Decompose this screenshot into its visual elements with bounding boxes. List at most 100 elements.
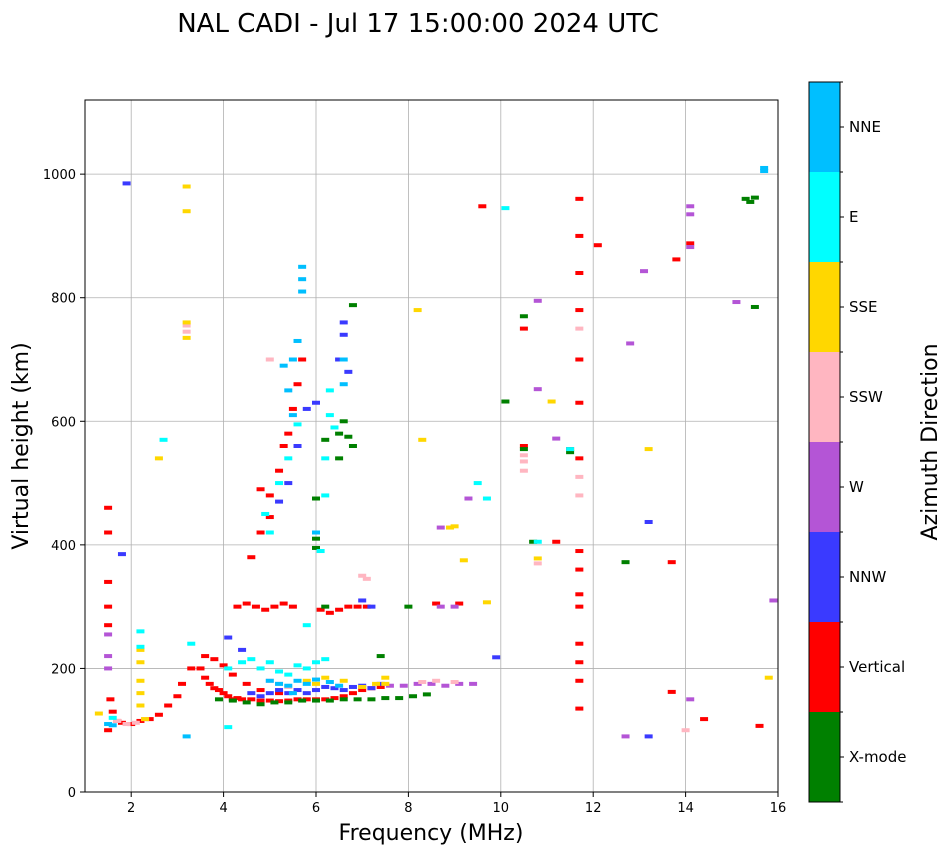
data-point [173, 694, 182, 699]
data-point [256, 698, 265, 703]
data-point [242, 700, 251, 705]
data-point [533, 387, 542, 392]
data-point [122, 181, 131, 186]
data-point [302, 666, 311, 671]
data-point [321, 657, 330, 662]
x-tick-label: 8 [404, 801, 412, 816]
data-point [293, 697, 302, 702]
data-point [455, 601, 464, 606]
data-point [293, 422, 302, 427]
data-point [265, 493, 274, 498]
data-point [501, 206, 510, 211]
y-tick-label: 200 [51, 662, 76, 677]
data-point [358, 684, 367, 689]
data-point [275, 481, 284, 486]
data-point [302, 691, 311, 696]
x-tick-label: 14 [677, 801, 694, 816]
data-point [288, 406, 297, 411]
data-point [136, 703, 145, 708]
data-point [284, 456, 293, 461]
series-nne [104, 165, 769, 739]
data-point [325, 413, 334, 418]
data-point [279, 601, 288, 606]
data-point [238, 647, 247, 652]
data-point [228, 672, 237, 677]
colorbar-swatch [809, 262, 840, 352]
data-point [519, 314, 528, 319]
data-point [533, 561, 542, 566]
data-point [575, 549, 584, 554]
data-point [159, 437, 168, 442]
data-point [686, 245, 695, 250]
data-point [478, 204, 487, 209]
data-point [339, 332, 348, 337]
x-tick-label: 12 [585, 801, 602, 816]
data-point [566, 450, 575, 455]
data-point [529, 539, 538, 544]
data-point [339, 382, 348, 387]
data-point [187, 666, 196, 671]
data-point [413, 308, 422, 313]
data-point [302, 681, 311, 686]
data-point [469, 681, 478, 686]
data-point [104, 505, 113, 510]
data-point [450, 680, 459, 685]
data-point [312, 536, 320, 541]
data-point [275, 688, 284, 693]
data-point [136, 718, 145, 723]
data-point [330, 425, 339, 430]
data-point [136, 691, 145, 696]
data-point [293, 678, 302, 683]
data-point [667, 560, 676, 565]
data-point [575, 196, 584, 201]
data-point [621, 560, 630, 565]
data-point [233, 696, 242, 701]
data-point [575, 308, 584, 313]
data-point [288, 691, 297, 696]
data-point [533, 298, 542, 303]
data-point [621, 734, 630, 739]
colorbar-swatch [809, 622, 840, 712]
data-point [501, 399, 510, 404]
colorbar-tick-label: W [849, 478, 864, 496]
data-point [108, 709, 117, 714]
data-point [154, 456, 163, 461]
data-point [284, 431, 293, 436]
data-point [224, 725, 233, 730]
data-point [418, 437, 427, 442]
series-sse [94, 184, 773, 722]
data-point [441, 683, 450, 688]
data-point [575, 706, 584, 711]
data-point [732, 300, 741, 305]
data-point [182, 184, 191, 189]
data-point [136, 647, 145, 652]
data-point [224, 694, 233, 699]
data-point [427, 681, 436, 686]
data-point [348, 444, 357, 448]
data-point [182, 734, 191, 739]
data-point [376, 681, 385, 686]
data-point [279, 444, 288, 448]
x-tick-label: 2 [127, 801, 135, 816]
data-point [288, 413, 297, 418]
data-point [482, 600, 491, 605]
data-point [339, 688, 348, 693]
grid-lines [85, 100, 778, 792]
data-point [381, 696, 390, 701]
data-point [293, 444, 302, 448]
data-point [275, 669, 284, 674]
data-point [353, 604, 362, 609]
data-point [764, 675, 773, 680]
plot-area: 2 4 6 8 10 12 14 16 0 200 400 600 800 1000 [43, 99, 786, 816]
data-point [312, 545, 320, 550]
data-point [279, 363, 288, 368]
data-point [367, 697, 376, 702]
data-point [686, 241, 695, 246]
data-point [187, 641, 196, 646]
data-point [210, 686, 219, 691]
data-point [242, 681, 251, 686]
data-point [339, 694, 348, 699]
data-point [261, 511, 270, 516]
data-point [575, 641, 584, 646]
